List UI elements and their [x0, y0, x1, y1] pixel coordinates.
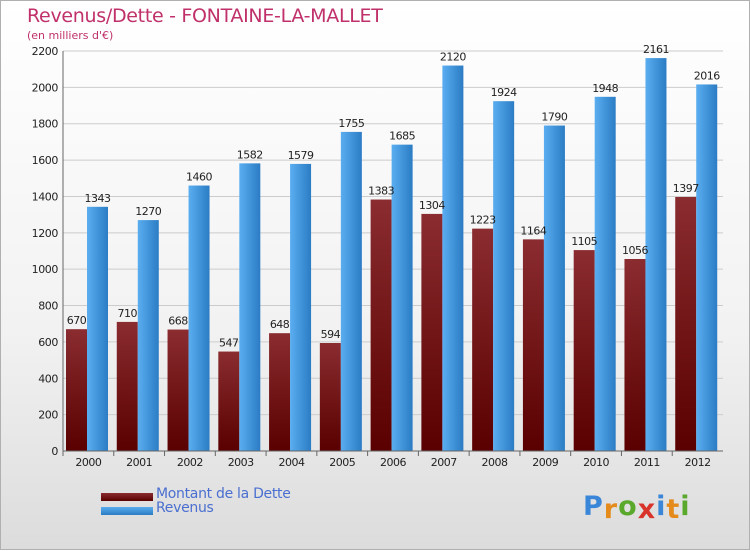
data-label-debt-2010: 1105	[571, 235, 597, 248]
legend-swatch-debt	[101, 493, 153, 501]
data-label-revenue-2007: 2120	[440, 51, 466, 64]
data-label-revenue-2000: 1343	[85, 192, 111, 205]
bar-revenue-2005	[340, 131, 362, 451]
data-label-debt-2009: 1164	[520, 224, 546, 237]
x-tick-label-2000: 2000	[75, 456, 101, 469]
y-axis-ticks: 0 200 400 600 800 1000 1200 1400 1600 1800 2000 220…	[32, 45, 59, 458]
data-label-revenue-2001: 1270	[135, 205, 161, 218]
y-tick-label: 600	[38, 336, 58, 349]
data-label-debt-2002: 668	[168, 315, 188, 328]
data-label-revenue-2003: 1582	[237, 148, 263, 161]
y-tick-label: 1800	[32, 118, 59, 131]
bar-revenue-2001	[137, 220, 159, 451]
y-tick-label: 0	[51, 445, 58, 458]
bar-revenue-2012	[696, 84, 718, 452]
x-tick-label-2009: 2009	[532, 456, 558, 469]
y-tick-label: 1400	[32, 190, 59, 203]
y-tick-label: 1600	[32, 154, 59, 167]
x-tick-label-2001: 2001	[126, 456, 152, 469]
data-label-debt-2008: 1223	[470, 214, 496, 227]
bar-debt-2009	[522, 239, 544, 451]
data-labels: 670 1343 710 1270 668 1460 547 1582 648 1579 594 17…	[67, 43, 721, 350]
x-tick-label-2004: 2004	[278, 456, 304, 469]
bar-debt-2001	[116, 321, 138, 451]
bar-revenue-2008	[493, 101, 515, 451]
bar-revenue-2000	[87, 206, 108, 451]
bar-debt-2000	[66, 329, 87, 451]
bar-debt-2005	[319, 343, 341, 451]
x-tick-label-2005: 2005	[329, 456, 355, 469]
data-label-revenue-2002: 1460	[186, 171, 212, 184]
data-label-debt-2000: 670	[67, 314, 87, 327]
logo-letter: o	[618, 491, 638, 522]
legend-swatch-revenue	[101, 507, 153, 515]
y-tick-label: 1000	[32, 263, 59, 276]
bar-debt-2007	[421, 213, 443, 451]
x-tick-label-2006: 2006	[380, 456, 406, 469]
data-label-revenue-2010: 1948	[592, 82, 618, 95]
bar-debt-2010	[573, 250, 595, 451]
logo-letter: x	[637, 494, 657, 525]
data-label-revenue-2005: 1755	[338, 117, 364, 130]
chart-subtitle: (en milliers d'€)	[27, 29, 114, 42]
data-label-debt-2012: 1397	[673, 182, 699, 195]
x-tick-label-2002: 2002	[177, 456, 203, 469]
data-label-revenue-2008: 1924	[491, 86, 517, 99]
bar-revenue-2009	[543, 125, 565, 451]
proxiti-logo: Proxiti	[583, 491, 691, 525]
data-label-debt-2006: 1383	[368, 185, 394, 198]
y-tick-label: 2000	[32, 81, 59, 94]
y-tick-label: 200	[38, 409, 58, 422]
logo-letter: i	[656, 491, 667, 522]
data-label-debt-2003: 547	[219, 337, 239, 350]
x-tick-label-2008: 2008	[482, 456, 508, 469]
bar-revenue-2007	[442, 65, 464, 451]
y-tick-label: 2200	[32, 45, 59, 58]
legend-label-debt: Montant de la Dette	[156, 486, 291, 502]
logo-letter: P	[583, 491, 604, 522]
bar-debt-2006	[370, 199, 392, 451]
axes	[62, 51, 723, 452]
bar-debt-2008	[472, 228, 494, 451]
bar-revenue-2006	[391, 144, 413, 452]
data-label-debt-2007: 1304	[419, 199, 445, 212]
logo-letter: t	[666, 494, 681, 525]
bar-revenue-2011	[645, 58, 667, 451]
data-label-revenue-2011: 2161	[643, 43, 669, 56]
x-tick-label-2012: 2012	[685, 456, 711, 469]
bar-revenue-2003	[239, 163, 261, 451]
bar-debt-2002	[167, 329, 189, 451]
bar-debt-2011	[624, 259, 646, 451]
data-label-debt-2005: 594	[321, 328, 341, 341]
bar-revenue-2010	[594, 96, 616, 452]
bar-debt-2012	[675, 197, 697, 451]
chart-title: Revenus/Dette - FONTAINE-LA-MALLET	[27, 5, 383, 27]
x-tick-label-2010: 2010	[583, 456, 609, 469]
data-label-debt-2004: 648	[270, 318, 290, 331]
x-tick-label-2003: 2003	[228, 456, 254, 469]
y-tick-label: 800	[38, 300, 58, 313]
bars	[66, 58, 718, 452]
data-label-revenue-2004: 1579	[288, 149, 314, 162]
bar-revenue-2002	[188, 185, 210, 451]
x-axis-ticks: 2000 2001 2002 2003 2004 2005 2006 2007 2008 2009…	[62, 451, 711, 469]
y-tick-label: 400	[38, 372, 58, 385]
logo-letter: i	[680, 491, 691, 522]
data-label-debt-2011: 1056	[622, 244, 648, 257]
x-tick-label-2007: 2007	[431, 456, 457, 469]
data-label-revenue-2006: 1685	[389, 130, 415, 143]
data-label-debt-2001: 710	[118, 307, 138, 320]
data-label-revenue-2012: 2016	[694, 69, 720, 82]
y-tick-label: 1200	[32, 227, 59, 240]
bar-debt-2004	[269, 333, 291, 451]
bar-debt-2003	[218, 351, 240, 451]
logo-letter: r	[603, 494, 619, 525]
data-label-revenue-2009: 1790	[541, 111, 567, 124]
x-tick-label-2011: 2011	[634, 456, 660, 469]
legend-label-revenue: Revenus	[156, 500, 214, 516]
bar-revenue-2004	[290, 163, 312, 451]
